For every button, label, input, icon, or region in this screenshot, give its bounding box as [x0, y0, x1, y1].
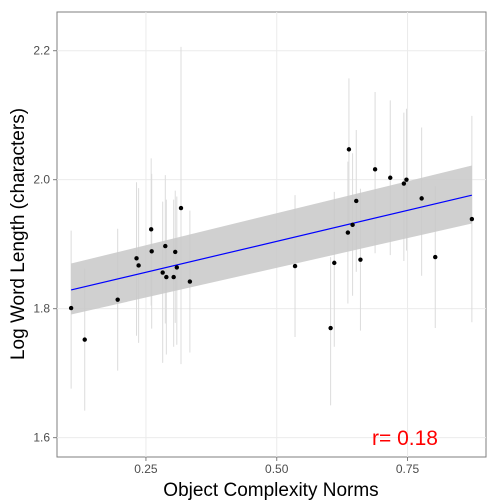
data-point	[388, 176, 392, 180]
data-point	[354, 199, 358, 203]
data-point	[347, 147, 351, 151]
x-axis-title: Object Complexity Norms	[163, 480, 378, 501]
y-tick-label: 1.6	[33, 431, 50, 445]
x-tick-label: 0.50	[265, 462, 289, 476]
data-point	[175, 265, 179, 269]
data-point	[470, 217, 474, 221]
data-point	[293, 264, 297, 268]
data-point	[358, 257, 362, 261]
y-axis-title: Log Word Length (characters)	[8, 108, 29, 360]
correlation-annotation: r= 0.18	[372, 427, 438, 450]
data-point	[350, 223, 354, 227]
y-tick-label: 2.0	[33, 173, 50, 187]
data-point	[404, 177, 408, 181]
data-point	[136, 263, 140, 267]
y-tick-label: 1.8	[33, 302, 50, 316]
data-point	[160, 270, 164, 274]
data-point	[149, 249, 153, 253]
data-point	[402, 181, 406, 185]
data-point	[179, 206, 183, 210]
x-tick-label: 0.25	[134, 462, 158, 476]
data-point	[83, 337, 87, 341]
data-point	[173, 250, 177, 254]
data-point	[419, 196, 423, 200]
data-point	[373, 167, 377, 171]
data-point	[149, 227, 153, 231]
data-point	[164, 275, 168, 279]
x-tick-label: 0.75	[396, 462, 420, 476]
y-tick-label: 2.2	[33, 44, 50, 58]
data-point	[163, 244, 167, 248]
data-point	[346, 230, 350, 234]
data-point	[134, 256, 138, 260]
data-point	[332, 261, 336, 265]
data-point	[171, 275, 175, 279]
data-point	[433, 255, 437, 259]
data-point	[328, 326, 332, 330]
data-point	[188, 279, 192, 283]
data-point	[69, 306, 73, 310]
data-point	[115, 297, 119, 301]
